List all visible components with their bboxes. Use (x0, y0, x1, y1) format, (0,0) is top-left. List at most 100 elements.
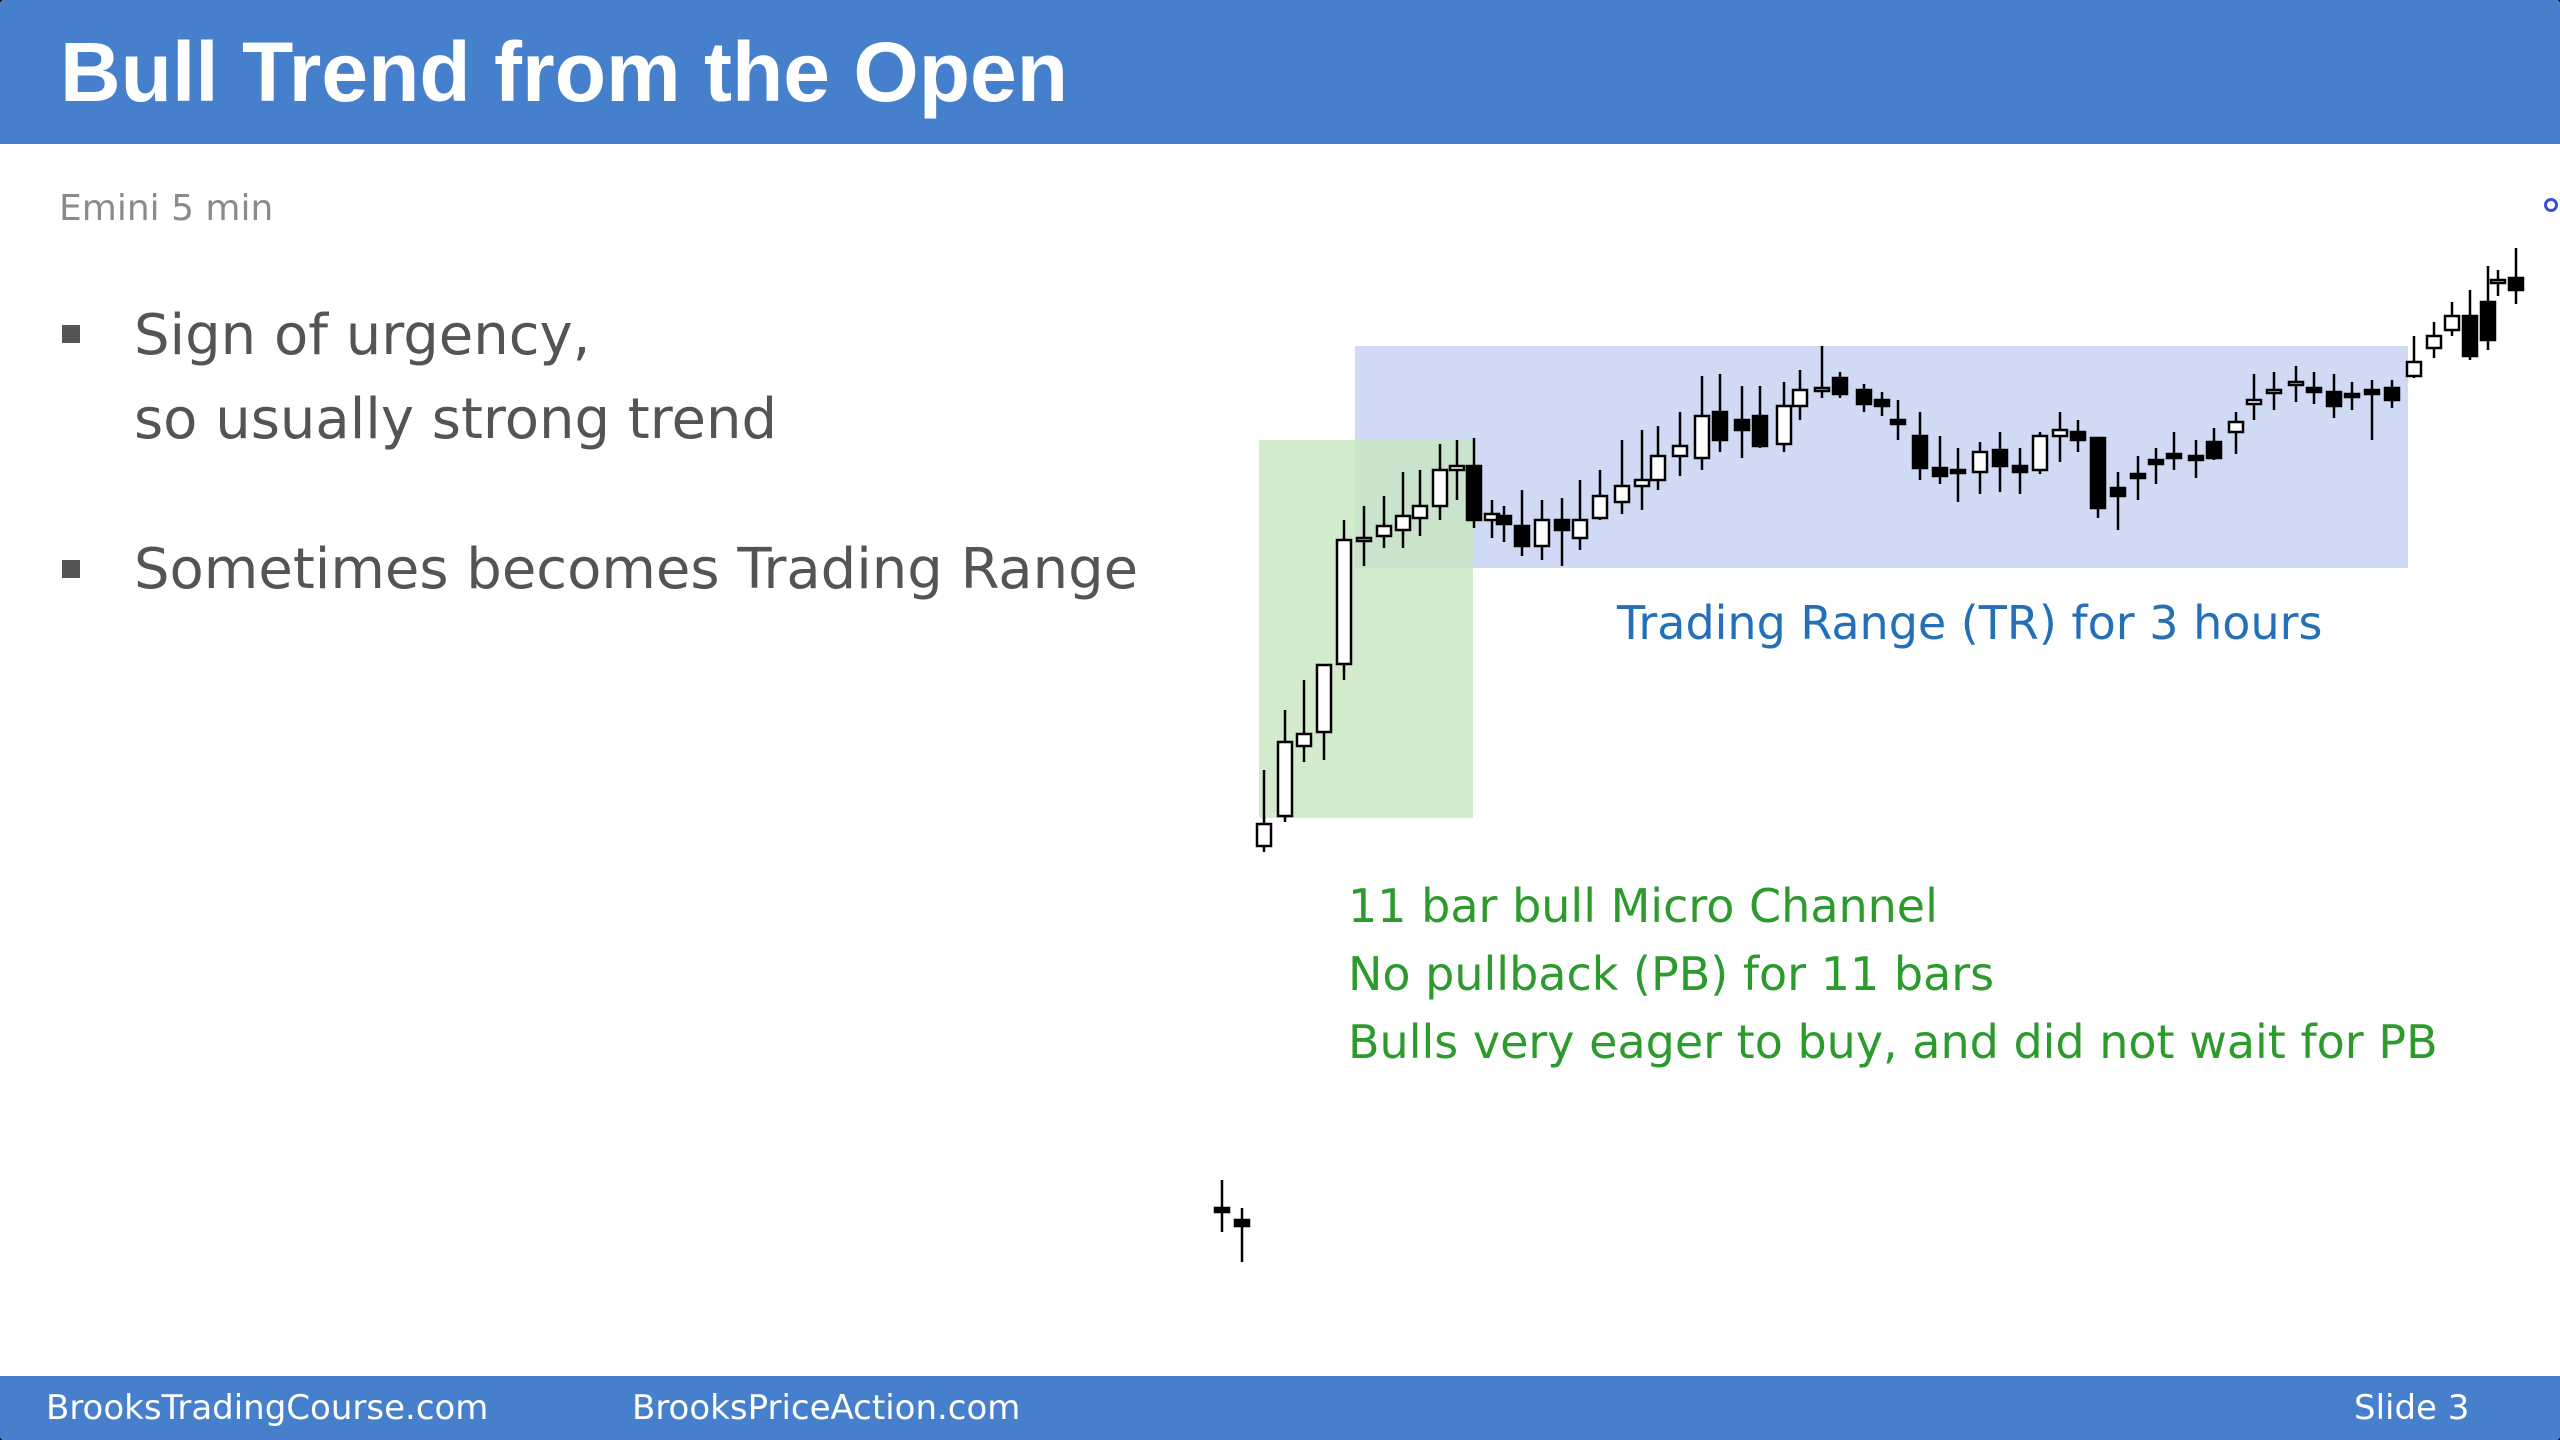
candle (2187, 440, 2205, 478)
candle (2051, 412, 2069, 462)
candle (2165, 432, 2183, 470)
bull-candle-body (2031, 434, 2049, 472)
bullet-1-line-1: Sign of urgency, (134, 303, 591, 368)
bull-candle-body (2443, 314, 2461, 332)
candle (1711, 374, 1729, 452)
candle (2031, 432, 2049, 474)
candle (1571, 480, 1589, 550)
candle (1295, 680, 1313, 762)
candle (1315, 663, 1333, 760)
candle (2089, 436, 2107, 518)
candle (2383, 380, 2401, 408)
candle (1671, 412, 1689, 476)
micro-channel-notes: 11 bar bull Micro Channel No pullback (P… (1348, 872, 2438, 1076)
bull-candle-body (1693, 414, 1711, 460)
bear-candle-body (2305, 386, 2323, 394)
bear-candle-body (1889, 418, 1907, 426)
candle (1971, 442, 1989, 494)
bull-candle-body (1591, 494, 1609, 520)
bear-candle-body (2461, 314, 2479, 358)
bear-candle-body (1991, 448, 2009, 468)
bull-candle-body (1533, 518, 1551, 548)
bull-candle-body (2425, 334, 2443, 350)
candle (2205, 428, 2223, 460)
bear-candle-body (2187, 454, 2205, 462)
bull-candle-body (1613, 484, 1631, 504)
candle (1255, 770, 1273, 852)
candle (1495, 506, 1513, 542)
candle (2489, 270, 2507, 296)
bear-candle-body (2089, 436, 2107, 510)
candle (1448, 440, 1466, 500)
bear-candle-body (1213, 1206, 1231, 1214)
candle (2265, 372, 2283, 410)
bear-candle-body (2147, 458, 2165, 466)
bear-candle-body (1855, 388, 1873, 406)
bear-candle-body (2109, 486, 2127, 498)
candle (1791, 370, 1809, 420)
candle (1276, 710, 1294, 822)
candle (2363, 380, 2381, 440)
bull-candle-body (1571, 518, 1589, 540)
candle (1613, 440, 1631, 514)
bear-candle-body (1553, 518, 1571, 532)
candle (2245, 374, 2263, 420)
bear-candle-body (1233, 1218, 1251, 1228)
bullet-1-line-2: so usually strong trend (134, 387, 778, 452)
candle (2507, 248, 2525, 304)
bear-candle-body (2129, 472, 2147, 480)
bear-candle-body (1911, 434, 1929, 470)
bear-candle-body (1465, 464, 1483, 522)
candle (1633, 430, 1651, 510)
bear-candle-body (1513, 524, 1531, 548)
bull-candle-body (1671, 444, 1689, 458)
bear-candle-body (2011, 464, 2029, 474)
micro-channel-note-2: No pullback (PB) for 11 bars (1348, 947, 1995, 1001)
bear-candle-body (2383, 386, 2401, 402)
bull-candle-body (1649, 454, 1667, 482)
bull-candle-body (1813, 386, 1831, 393)
bear-candle-body (2165, 452, 2183, 460)
bull-candle-body (2489, 278, 2507, 285)
cursor-dot-icon (2544, 198, 2558, 212)
footer-link-brookstradingcourse[interactable]: BrooksTradingCourse.com (46, 1388, 489, 1428)
candle (1831, 372, 1849, 398)
candle (2109, 472, 2127, 530)
candle (2305, 372, 2323, 404)
bull-candle-body (1295, 732, 1313, 748)
candle (1513, 490, 1531, 556)
bear-candle-body (2325, 390, 2343, 408)
bull-candle-body (1375, 524, 1393, 538)
candle (2129, 456, 2147, 500)
bear-candle-body (2069, 430, 2087, 442)
bear-candle-body (1751, 414, 1769, 448)
candle (1233, 1208, 1251, 1262)
trading-range-box (1355, 346, 2408, 568)
bullet-2-line-1: Sometimes becomes Trading Range (134, 537, 1139, 602)
candle (2325, 374, 2343, 418)
bull-candle-body (1971, 450, 1989, 474)
candle (1855, 384, 1873, 412)
bull-candle-body (1448, 464, 1466, 472)
candle (1751, 386, 1769, 448)
bull-candle-body (1394, 514, 1412, 532)
candle (1733, 386, 1751, 458)
candle (1431, 444, 1449, 520)
title-bar: Bull Trend from the Open (0, 0, 2560, 144)
bear-candle-body (2507, 276, 2525, 292)
bear-candle-body (1873, 398, 1891, 408)
candle (2069, 420, 2087, 452)
candle (1693, 376, 1711, 470)
footer-link-brookspriceaction[interactable]: BrooksPriceAction.com (632, 1388, 1021, 1428)
bull-candle-body (2405, 360, 2423, 378)
bear-candle-body (1931, 466, 1949, 478)
candle (1911, 412, 1929, 480)
candle (1873, 392, 1891, 416)
bull-candle-body (2265, 388, 2283, 395)
candle (1775, 382, 1793, 452)
bear-candle-body (1495, 514, 1513, 526)
candle (1213, 1180, 1231, 1232)
micro-channel-note-3: Bulls very eager to buy, and did not wai… (1348, 1015, 2438, 1069)
